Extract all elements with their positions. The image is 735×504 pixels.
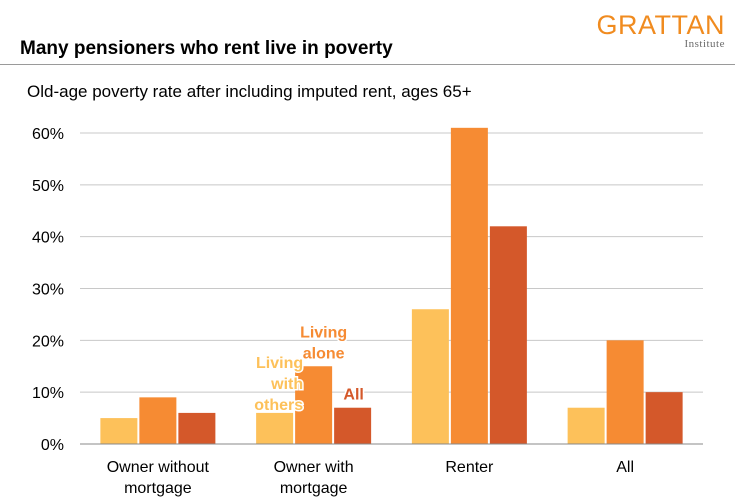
chart-subtitle: Old-age poverty rate after including imp… [27, 82, 472, 101]
logo-subtext: Institute [684, 38, 725, 50]
bar [295, 366, 333, 444]
category-label: mortgage [280, 480, 348, 497]
y-tick-label: 30% [32, 282, 64, 299]
y-tick-label: 10% [32, 385, 64, 402]
y-tick-label: 20% [32, 333, 64, 350]
logo-wordmark: GRATTAN [596, 10, 725, 40]
series-annotation: alone [303, 345, 345, 362]
category-label: Renter [445, 459, 494, 476]
bar [645, 392, 683, 444]
bar [256, 412, 294, 444]
bar [100, 418, 138, 444]
category-label: mortgage [124, 480, 192, 497]
y-tick-label: 60% [32, 126, 64, 143]
series-annotation: others [254, 397, 303, 414]
bar [178, 412, 216, 444]
bar [139, 397, 177, 444]
chart-title: Many pensioners who rent live in poverty [20, 38, 393, 59]
grattan-logo: GRATTAN Institute [597, 10, 725, 52]
series-annotation: Living [300, 324, 347, 341]
y-tick-label: 50% [32, 178, 64, 195]
y-tick-label: 40% [32, 230, 64, 247]
bar [450, 127, 488, 445]
category-label: All [616, 459, 634, 476]
bar [489, 226, 527, 444]
series-annotation: Living [256, 355, 303, 372]
category-label: Owner without [107, 459, 210, 476]
bar [567, 407, 605, 444]
series-annotation: with [270, 376, 303, 393]
title-divider [0, 64, 735, 65]
bar [411, 309, 449, 444]
category-label: Owner with [274, 459, 354, 476]
y-tick-label: 0% [41, 437, 64, 454]
series-annotation: All [343, 387, 363, 404]
bar [334, 407, 372, 444]
bar [606, 340, 644, 444]
